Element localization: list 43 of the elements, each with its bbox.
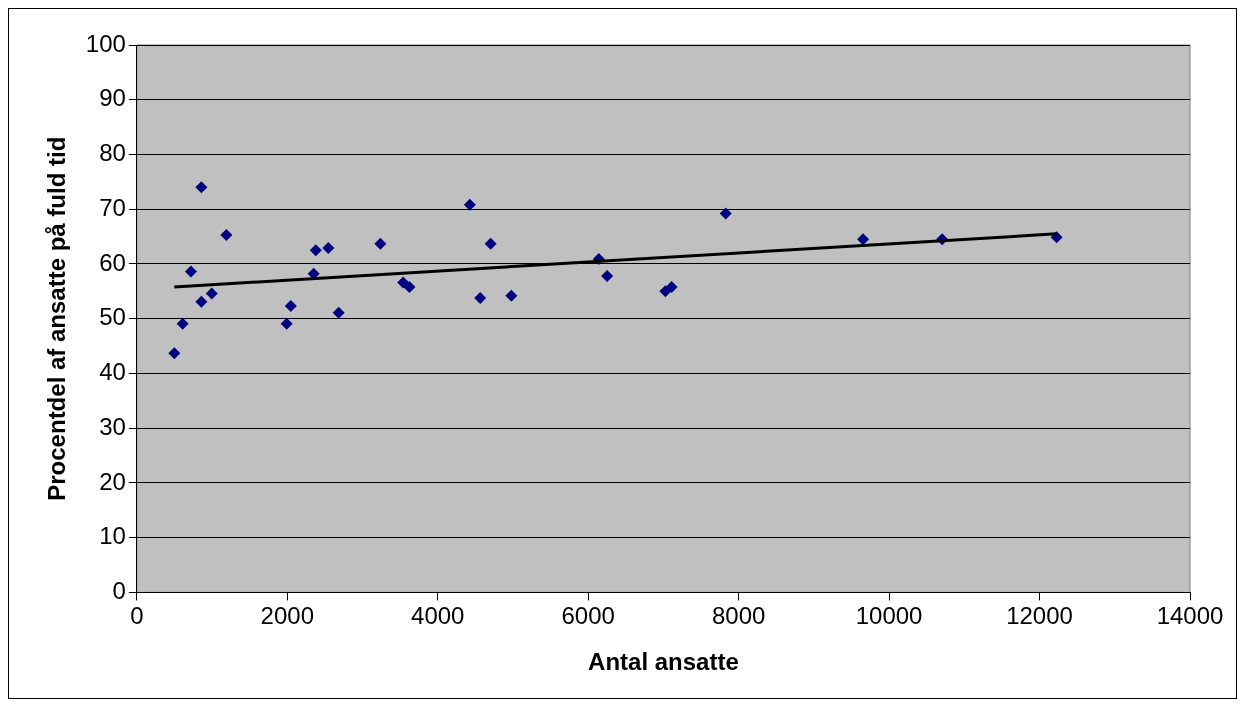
point bbox=[374, 237, 387, 250]
x-tick-label: 14000 bbox=[1156, 602, 1224, 630]
point bbox=[505, 289, 518, 302]
x-tick-label: 0 bbox=[130, 602, 144, 630]
point bbox=[284, 300, 297, 313]
point bbox=[195, 181, 208, 194]
y-tick-label: 10 bbox=[99, 522, 126, 550]
point bbox=[403, 280, 416, 293]
y-tick-label: 60 bbox=[99, 248, 126, 276]
x-tick-label: 4000 bbox=[411, 602, 465, 630]
x-tick-label: 10000 bbox=[855, 602, 923, 630]
point bbox=[176, 317, 189, 330]
point bbox=[601, 270, 614, 282]
point bbox=[168, 347, 181, 360]
x-tick-label: 6000 bbox=[561, 602, 615, 630]
y-tick-label: 0 bbox=[112, 577, 126, 605]
point bbox=[309, 244, 322, 257]
x-tick-label: 2000 bbox=[260, 602, 314, 630]
y-tick-label: 40 bbox=[99, 358, 126, 386]
point bbox=[205, 287, 218, 300]
point bbox=[463, 198, 476, 211]
point bbox=[719, 207, 732, 220]
point bbox=[195, 295, 208, 308]
point bbox=[322, 242, 335, 255]
point bbox=[220, 228, 233, 241]
y-tick-label: 50 bbox=[99, 303, 126, 331]
point bbox=[397, 276, 410, 289]
y-tick-label: 100 bbox=[85, 29, 126, 57]
point bbox=[665, 280, 678, 293]
point bbox=[184, 265, 197, 278]
point bbox=[484, 237, 497, 250]
y-tick-label: 30 bbox=[99, 412, 126, 440]
x-tick-label: 8000 bbox=[711, 602, 766, 630]
x-tick-label: 12000 bbox=[1006, 602, 1073, 630]
y-tick-label: 90 bbox=[99, 84, 126, 112]
y-tick-label: 20 bbox=[99, 467, 126, 495]
x-axis-title: Antal ansatte bbox=[588, 648, 739, 676]
point bbox=[332, 306, 345, 319]
point bbox=[474, 291, 487, 304]
y-axis-title: Procentdel af ansatte på fuld tid bbox=[43, 136, 71, 501]
point bbox=[280, 317, 293, 330]
y-tick-label: 80 bbox=[99, 139, 126, 167]
y-tick-label: 70 bbox=[99, 193, 126, 221]
